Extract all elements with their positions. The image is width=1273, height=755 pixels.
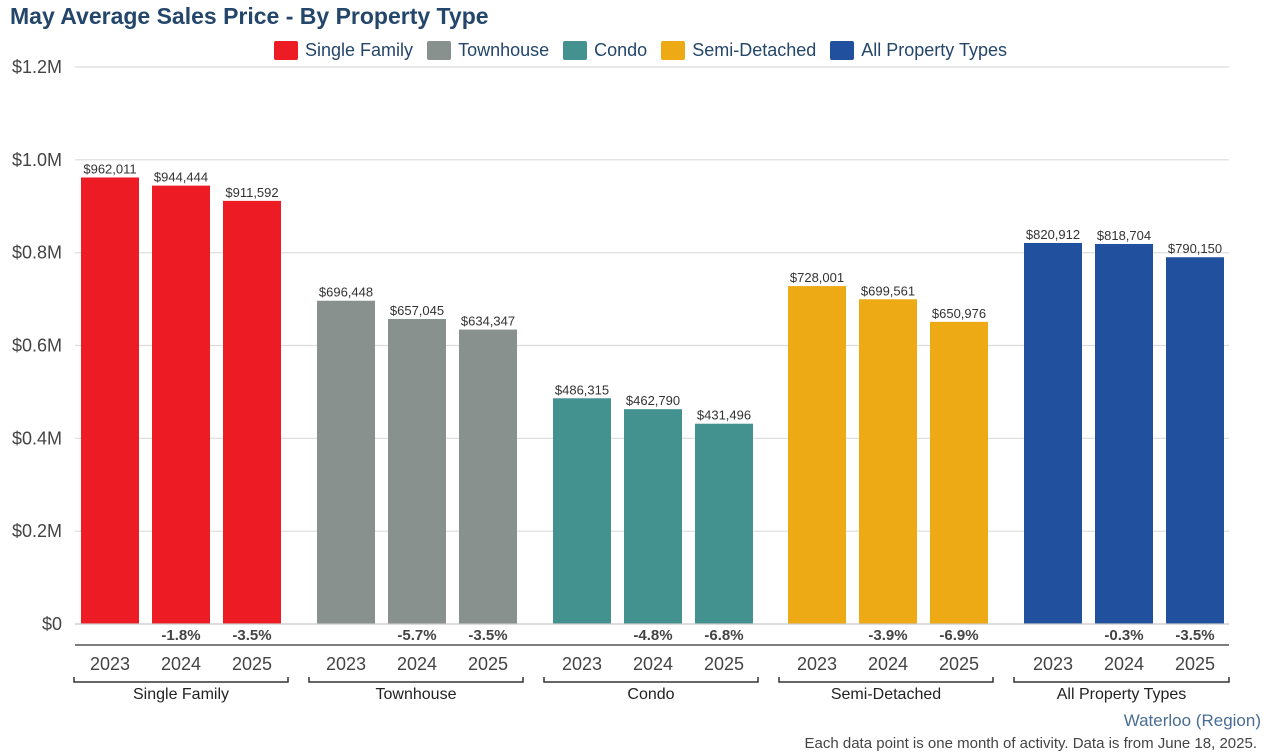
bar <box>553 398 611 624</box>
y-tick-label: $1.0M <box>12 150 62 170</box>
group-bracket <box>778 677 994 683</box>
x-tick-label: 2024 <box>397 654 437 674</box>
group-bracket <box>73 677 289 683</box>
x-tick-label: 2025 <box>468 654 508 674</box>
bar-value-label: $818,704 <box>1097 228 1151 243</box>
legend-item-single-family[interactable]: Single Family <box>274 40 413 61</box>
legend-label: Semi-Detached <box>692 39 817 60</box>
change-label: -3.9% <box>868 627 907 644</box>
legend-item-condo[interactable]: Condo <box>563 40 647 61</box>
group-bracket <box>1013 677 1230 683</box>
group-label: Single Family <box>133 686 229 703</box>
y-tick-label: $0.4M <box>12 428 62 448</box>
bar <box>81 177 139 625</box>
bar-value-label: $944,444 <box>154 170 208 185</box>
legend-label: All Property Types <box>861 39 1007 60</box>
bar-value-label: $820,912 <box>1026 227 1080 242</box>
legend: Single Family Townhouse Condo Semi-Detac… <box>0 37 1273 63</box>
bar-value-label: $696,448 <box>319 285 373 300</box>
bar <box>152 185 210 624</box>
group-label: Semi-Detached <box>831 686 941 703</box>
bar-value-label: $634,347 <box>461 314 515 329</box>
change-label: -3.5% <box>1175 627 1214 644</box>
group-label: All Property Types <box>1057 686 1187 703</box>
x-tick-label: 2024 <box>1104 654 1144 674</box>
change-label: -0.3% <box>1104 627 1143 644</box>
bar <box>859 299 917 624</box>
bar <box>788 286 846 624</box>
legend-label: Condo <box>594 39 648 60</box>
y-tick-label: $1.2M <box>12 57 62 77</box>
region-label: Waterloo (Region) <box>1123 711 1261 730</box>
bar <box>930 321 988 624</box>
bar <box>1024 242 1082 624</box>
y-tick-label: $0 <box>42 614 62 634</box>
change-label: -6.8% <box>704 627 743 644</box>
bar-value-label: $462,790 <box>626 393 680 408</box>
change-label: -4.8% <box>633 627 672 644</box>
bar-value-label: $699,561 <box>861 283 915 298</box>
bar <box>388 319 446 624</box>
y-tick-label: $0.8M <box>12 243 62 263</box>
x-tick-label: 2023 <box>797 654 837 674</box>
group-label: Condo <box>627 686 674 703</box>
change-label: -3.5% <box>468 627 507 644</box>
y-tick-label: $0.2M <box>12 521 62 541</box>
bar-value-label: $486,315 <box>555 382 609 397</box>
bar <box>1166 257 1224 624</box>
bar-value-label: $790,150 <box>1168 241 1222 256</box>
bar <box>695 423 753 624</box>
bar <box>317 300 375 624</box>
bar <box>459 329 517 624</box>
bar-value-label: $728,001 <box>790 270 844 285</box>
x-tick-label: 2024 <box>161 654 201 674</box>
legend-item-semi-detached[interactable]: Semi-Detached <box>661 40 816 61</box>
legend-item-all-property-types[interactable]: All Property Types <box>830 40 1007 61</box>
bar <box>223 200 281 624</box>
change-label: -5.7% <box>397 627 436 644</box>
x-tick-label: 2025 <box>1175 654 1215 674</box>
x-tick-label: 2023 <box>90 654 130 674</box>
x-tick-label: 2025 <box>939 654 979 674</box>
x-tick-label: 2024 <box>633 654 673 674</box>
change-label: -6.9% <box>939 627 978 644</box>
legend-swatch <box>427 40 452 60</box>
bar-value-label: $962,011 <box>83 161 136 176</box>
y-tick-label: $0.6M <box>12 336 62 356</box>
x-tick-label: 2025 <box>704 654 744 674</box>
legend-label: Single Family <box>305 39 414 60</box>
x-tick-label: 2023 <box>1033 654 1073 674</box>
group-bracket <box>543 677 759 683</box>
x-tick-label: 2023 <box>562 654 602 674</box>
chart-title: May Average Sales Price - By Property Ty… <box>10 3 489 29</box>
legend-label: Townhouse <box>458 39 550 60</box>
change-label: -3.5% <box>232 627 271 644</box>
footnote: Each data point is one month of activity… <box>804 735 1257 752</box>
legend-swatch <box>274 40 299 60</box>
bar-value-label: $431,496 <box>697 408 751 423</box>
x-tick-label: 2023 <box>326 654 366 674</box>
x-tick-label: 2025 <box>232 654 272 674</box>
change-label: -1.8% <box>161 627 200 644</box>
legend-item-townhouse[interactable]: Townhouse <box>427 40 549 61</box>
bar-value-label: $650,976 <box>932 306 986 321</box>
legend-swatch <box>830 40 855 60</box>
bar <box>624 409 682 624</box>
bar <box>1095 243 1153 624</box>
group-bracket <box>308 677 524 683</box>
x-tick-label: 2024 <box>868 654 908 674</box>
group-label: Townhouse <box>376 686 457 703</box>
bar-value-label: $911,592 <box>225 185 278 200</box>
legend-swatch <box>563 40 588 60</box>
bar-value-label: $657,045 <box>390 303 444 318</box>
legend-swatch <box>661 40 686 60</box>
